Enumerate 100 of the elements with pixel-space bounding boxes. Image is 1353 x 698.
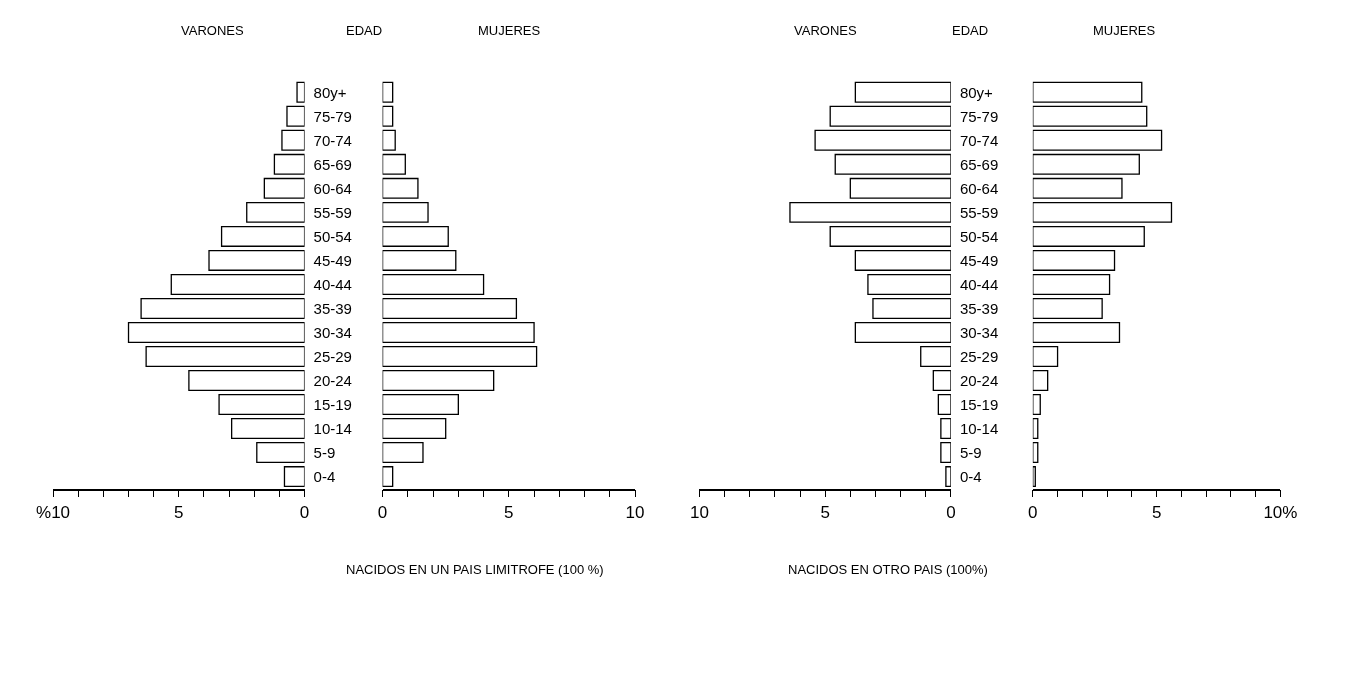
y-tick-label: 60-64 <box>959 179 999 197</box>
x-tick-label: 10 <box>625 502 645 522</box>
bar <box>145 346 305 367</box>
text: NACIDOS EN OTRO PAIS (100%) <box>788 562 988 577</box>
bar <box>127 321 305 343</box>
bar <box>829 105 951 127</box>
chart-title: MUJERES <box>478 23 541 38</box>
bar <box>854 321 951 343</box>
bar <box>382 129 396 151</box>
x-tick-label: 0 <box>1028 502 1038 522</box>
bar <box>208 249 305 271</box>
bar <box>283 466 305 488</box>
y-tick-label: 15-19 <box>313 395 352 413</box>
bar <box>220 225 305 247</box>
x-tick-label: 0 <box>377 502 388 522</box>
bar <box>1032 370 1049 392</box>
y-tick-label: 5-9 <box>959 443 982 461</box>
bar <box>849 177 951 199</box>
bar <box>382 273 485 295</box>
bar <box>1032 273 1111 295</box>
bar <box>286 105 305 127</box>
bar <box>1032 81 1143 103</box>
bar <box>140 297 305 319</box>
y-tick-label: 50-54 <box>313 227 352 245</box>
bar <box>382 153 406 175</box>
bar <box>1032 297 1103 319</box>
chart-title: VARONES <box>181 23 244 38</box>
bar <box>932 370 951 392</box>
bar <box>1032 105 1148 127</box>
y-tick-label: 65-69 <box>959 155 999 173</box>
bar <box>1032 321 1121 343</box>
y-tick-label: 65-69 <box>313 155 352 173</box>
x-tick-label: 5 <box>174 502 184 522</box>
bar <box>382 201 429 223</box>
bar <box>1032 346 1059 367</box>
x-tick-label: 10 <box>689 502 709 522</box>
x-tick-label: 5 <box>1151 502 1162 522</box>
bar <box>256 442 305 464</box>
bar <box>246 201 305 223</box>
bar <box>1032 153 1140 175</box>
bar <box>937 394 951 416</box>
bar <box>814 129 951 151</box>
bar <box>1032 394 1041 416</box>
bar <box>940 442 951 464</box>
bar <box>382 394 459 416</box>
bar <box>382 249 457 271</box>
bar <box>854 81 951 103</box>
x-tick-label: 0 <box>299 502 310 522</box>
bar <box>1032 129 1163 151</box>
bar <box>188 370 305 392</box>
bar <box>834 153 951 175</box>
bar <box>218 394 305 416</box>
chart-title: MUJERES <box>1093 23 1156 38</box>
y-tick-label: 80y+ <box>313 83 347 101</box>
bar <box>382 346 538 367</box>
bar <box>263 177 305 199</box>
bar <box>382 418 447 440</box>
y-tick-label: 35-39 <box>313 299 352 317</box>
y-tick-label: 80y+ <box>959 83 994 101</box>
y-tick-label: 25-29 <box>959 347 999 365</box>
bar <box>382 370 495 392</box>
text: NACIDOS EN UN PAIS LIMITROFE (100 %) <box>346 562 604 577</box>
bar <box>867 273 951 295</box>
bar <box>281 129 305 151</box>
x-tick-label: %10 <box>36 502 71 522</box>
bar <box>872 297 951 319</box>
bar <box>940 418 951 440</box>
y-tick-label: 0-4 <box>313 467 336 485</box>
y-tick-label: 55-59 <box>313 203 352 221</box>
bar <box>382 297 518 319</box>
bar <box>829 225 951 247</box>
y-tick-label: 20-24 <box>313 371 352 389</box>
y-tick-label: 45-49 <box>959 251 999 269</box>
y-tick-label: 70-74 <box>313 131 352 149</box>
y-axis-title: EDAD <box>952 23 989 38</box>
bar <box>1032 249 1116 271</box>
bar <box>920 346 951 367</box>
x-tick-label: 0 <box>946 502 956 522</box>
y-tick-label: 40-44 <box>313 275 352 293</box>
y-tick-label: 30-34 <box>313 323 352 341</box>
y-tick-label: 20-24 <box>959 371 999 389</box>
y-tick-label: 35-39 <box>959 299 999 317</box>
y-tick-label: 10-14 <box>959 419 999 437</box>
bar <box>382 81 394 103</box>
y-tick-label: 75-79 <box>959 107 999 125</box>
bar <box>1032 466 1036 488</box>
y-tick-label: 5-9 <box>313 443 336 461</box>
y-tick-label: 25-29 <box>313 347 352 365</box>
y-tick-label: 30-34 <box>959 323 999 341</box>
y-tick-label: 70-74 <box>959 131 999 149</box>
x-tick-label: 5 <box>504 502 514 522</box>
y-tick-label: 15-19 <box>959 395 999 413</box>
y-tick-label: 55-59 <box>959 203 999 221</box>
chart-title: VARONES <box>794 23 857 38</box>
bar <box>1032 442 1039 464</box>
y-tick-label: 40-44 <box>959 275 999 293</box>
bar <box>382 105 394 127</box>
y-tick-label: 60-64 <box>313 179 352 197</box>
y-axis-title: EDAD <box>346 23 383 38</box>
bar <box>1032 201 1173 223</box>
